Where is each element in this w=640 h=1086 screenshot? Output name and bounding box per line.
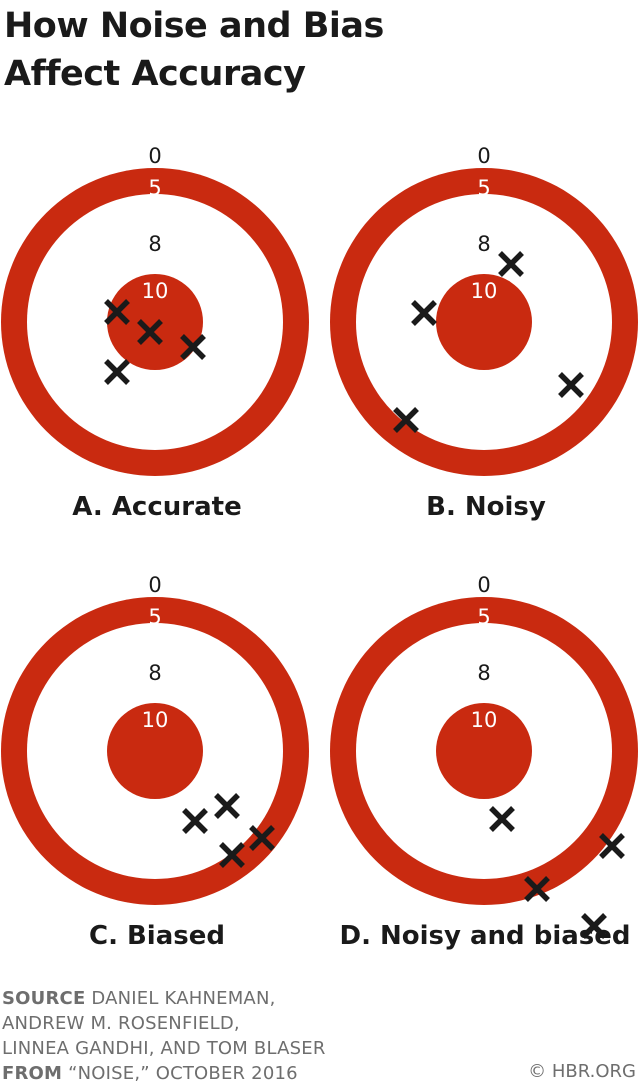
target-label-noisy: B. Noisy [426,492,546,522]
bullseye [436,274,532,370]
hit-marks [182,793,275,868]
ring-score-0: 0 [477,144,490,168]
source-author-2: ANDREW M. ROSENFIELD, [2,1013,240,1034]
source-heading: SOURCE [2,988,86,1009]
ring-score-10: 10 [142,708,169,732]
copyright-credit: © HBR.ORG [528,1061,636,1082]
ring-score-8: 8 [477,232,490,256]
hit-mark-3 [249,825,275,851]
hit-mark-2 [182,808,208,834]
chart-title: How Noise and Bias Affect Accuracy [4,2,384,98]
chart-title-line-1: How Noise and Bias [4,6,384,46]
ring-score-10: 10 [142,279,169,303]
ring-score-5: 5 [477,176,490,200]
ring-score-5: 5 [477,605,490,629]
bullseye [107,274,203,370]
target-accurate: 0 5 8 10 [1,144,309,476]
ring-score-8: 8 [148,232,161,256]
ring-score-5: 5 [148,605,161,629]
chart-title-line-2: Affect Accuracy [4,54,306,94]
hit-mark-1 [489,806,515,832]
target-biased: 0 5 8 10 [1,573,309,905]
bullseye [436,703,532,799]
hit-mark-2 [137,319,163,345]
ring-score-0: 0 [148,573,161,597]
hit-marks [104,299,206,385]
ring-score-8: 8 [477,661,490,685]
hit-mark-1 [104,299,130,325]
hit-mark-3 [524,876,550,902]
hit-marks [393,251,584,433]
target-label-biased: C. Biased [89,921,225,951]
hit-mark-2 [599,833,625,859]
bullseye [107,703,203,799]
target-noisy: 0 5 8 10 [330,144,638,476]
hit-mark-1 [498,251,524,277]
from-text: “NOISE,” OCTOBER 2016 [68,1063,298,1084]
source-note: SOURCE DANIEL KAHNEMAN, ANDREW M. ROSENF… [2,986,326,1086]
source-author-3: LINNEA GANDHI, AND TOM BLASER [2,1038,326,1059]
hit-mark-2 [411,300,437,326]
from-heading: FROM [2,1063,63,1084]
ring-score-0: 0 [477,573,490,597]
hit-mark-1 [214,793,240,819]
ring-score-0: 0 [148,144,161,168]
source-line-1: SOURCE DANIEL KAHNEMAN, [2,986,326,1011]
target-label-accurate: A. Accurate [72,492,241,522]
hit-mark-4 [393,407,419,433]
hit-marks [489,806,625,939]
source-author-1: DANIEL KAHNEMAN, [91,988,276,1009]
ring-score-10: 10 [471,279,498,303]
hit-mark-4 [581,913,607,939]
target-noisy-and-biased: 0 5 8 10 [330,573,638,939]
hit-mark-4 [104,359,130,385]
from-line: FROM “NOISE,” OCTOBER 2016 [2,1061,326,1086]
ring-score-5: 5 [148,176,161,200]
ring-score-10: 10 [471,708,498,732]
ring-score-8: 8 [148,661,161,685]
target-label-noisy-and-biased: D. Noisy and biased [339,921,630,951]
hit-mark-4 [219,842,245,868]
hit-mark-3 [558,372,584,398]
hit-mark-3 [180,334,206,360]
